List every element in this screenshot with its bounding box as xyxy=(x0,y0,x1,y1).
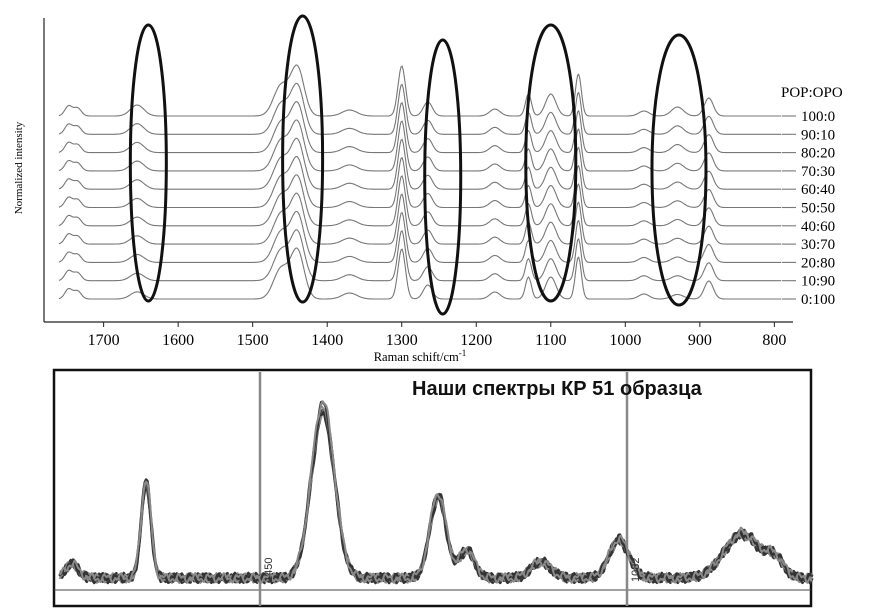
spectrum-line xyxy=(58,82,782,135)
x-tick-label: 1000 xyxy=(609,332,641,349)
highlight-ellipse xyxy=(650,33,708,307)
spectra-overlay xyxy=(58,400,814,585)
x-axis-label-sup: -1 xyxy=(459,348,467,358)
spectrum-line xyxy=(58,64,782,117)
series-label: 0:100 xyxy=(801,292,835,308)
highlight-ellipse xyxy=(128,23,168,303)
x-axis-label: Raman schift/cm-1 xyxy=(374,348,467,364)
plot-frame xyxy=(52,368,813,608)
x-tick-label: 1300 xyxy=(386,332,418,349)
series-label: 60:40 xyxy=(801,182,835,198)
spectrum-line xyxy=(58,101,782,154)
series-label: 20:80 xyxy=(801,255,835,271)
series-label: 90:10 xyxy=(801,127,835,143)
x-tick-label: 1400 xyxy=(311,332,343,349)
x-tick-label: 1700 xyxy=(88,332,120,349)
y-axis-label: Normalized intensity xyxy=(13,121,25,214)
x-tick-label: 1600 xyxy=(162,332,194,349)
x-tick-label: 1200 xyxy=(460,332,492,349)
x-ticks: 1700 1600 1500 1400 1300 1200 1100 1000 900 800 xyxy=(88,322,786,349)
spectrum-line xyxy=(58,247,782,300)
series-label: 50:50 xyxy=(801,201,835,217)
spectrum-line xyxy=(58,400,814,585)
series-label: 70:30 xyxy=(801,164,835,180)
reference-raman-spectra-chart: 1700 1600 1500 1400 1300 1200 1100 1000 900 800 1… xyxy=(13,14,843,364)
spectrum-line xyxy=(58,229,782,282)
x-tick-label: 1500 xyxy=(237,332,269,349)
series-label: 10:90 xyxy=(801,274,835,290)
series-labels: 100:0 90:10 80:20 70:30 60:40 50:50 40:60 30:70… xyxy=(801,109,835,308)
own-raman-spectra-chart: 1450 1082 Наши спектры КР 51 образца xyxy=(52,368,814,608)
spectrum-line xyxy=(58,174,782,227)
series-label: 40:60 xyxy=(801,219,835,235)
x-tick-label: 1100 xyxy=(535,332,566,349)
series-label: 100:0 xyxy=(801,109,835,125)
x-tick-label: 900 xyxy=(688,332,712,349)
x-axis-label-text: Raman schift/cm xyxy=(374,350,459,364)
chart-title: Наши спектры КР 51 образца xyxy=(412,378,703,400)
highlight-ellipse xyxy=(281,14,325,304)
highlight-ellipses xyxy=(128,14,708,316)
plot-area: 1700 1600 1500 1400 1300 1200 1100 1000 900 800 1… xyxy=(43,14,835,349)
spectrum-line xyxy=(58,156,782,209)
spectrum-line xyxy=(58,400,813,584)
spectrum-line xyxy=(58,119,782,172)
ref-mark-1450: 1450 xyxy=(263,558,275,582)
spectrum-line xyxy=(58,137,782,190)
spectrum-line xyxy=(58,192,782,245)
series-label: 80:20 xyxy=(801,146,835,162)
series-label: 30:70 xyxy=(801,237,835,253)
spectrum-line xyxy=(58,210,782,263)
ref-mark-1082: 1082 xyxy=(630,558,642,582)
highlight-ellipse xyxy=(524,23,578,303)
highlight-ellipse xyxy=(423,38,463,316)
x-tick-label: 800 xyxy=(762,332,786,349)
legend-title: POP:OPO xyxy=(781,85,843,101)
